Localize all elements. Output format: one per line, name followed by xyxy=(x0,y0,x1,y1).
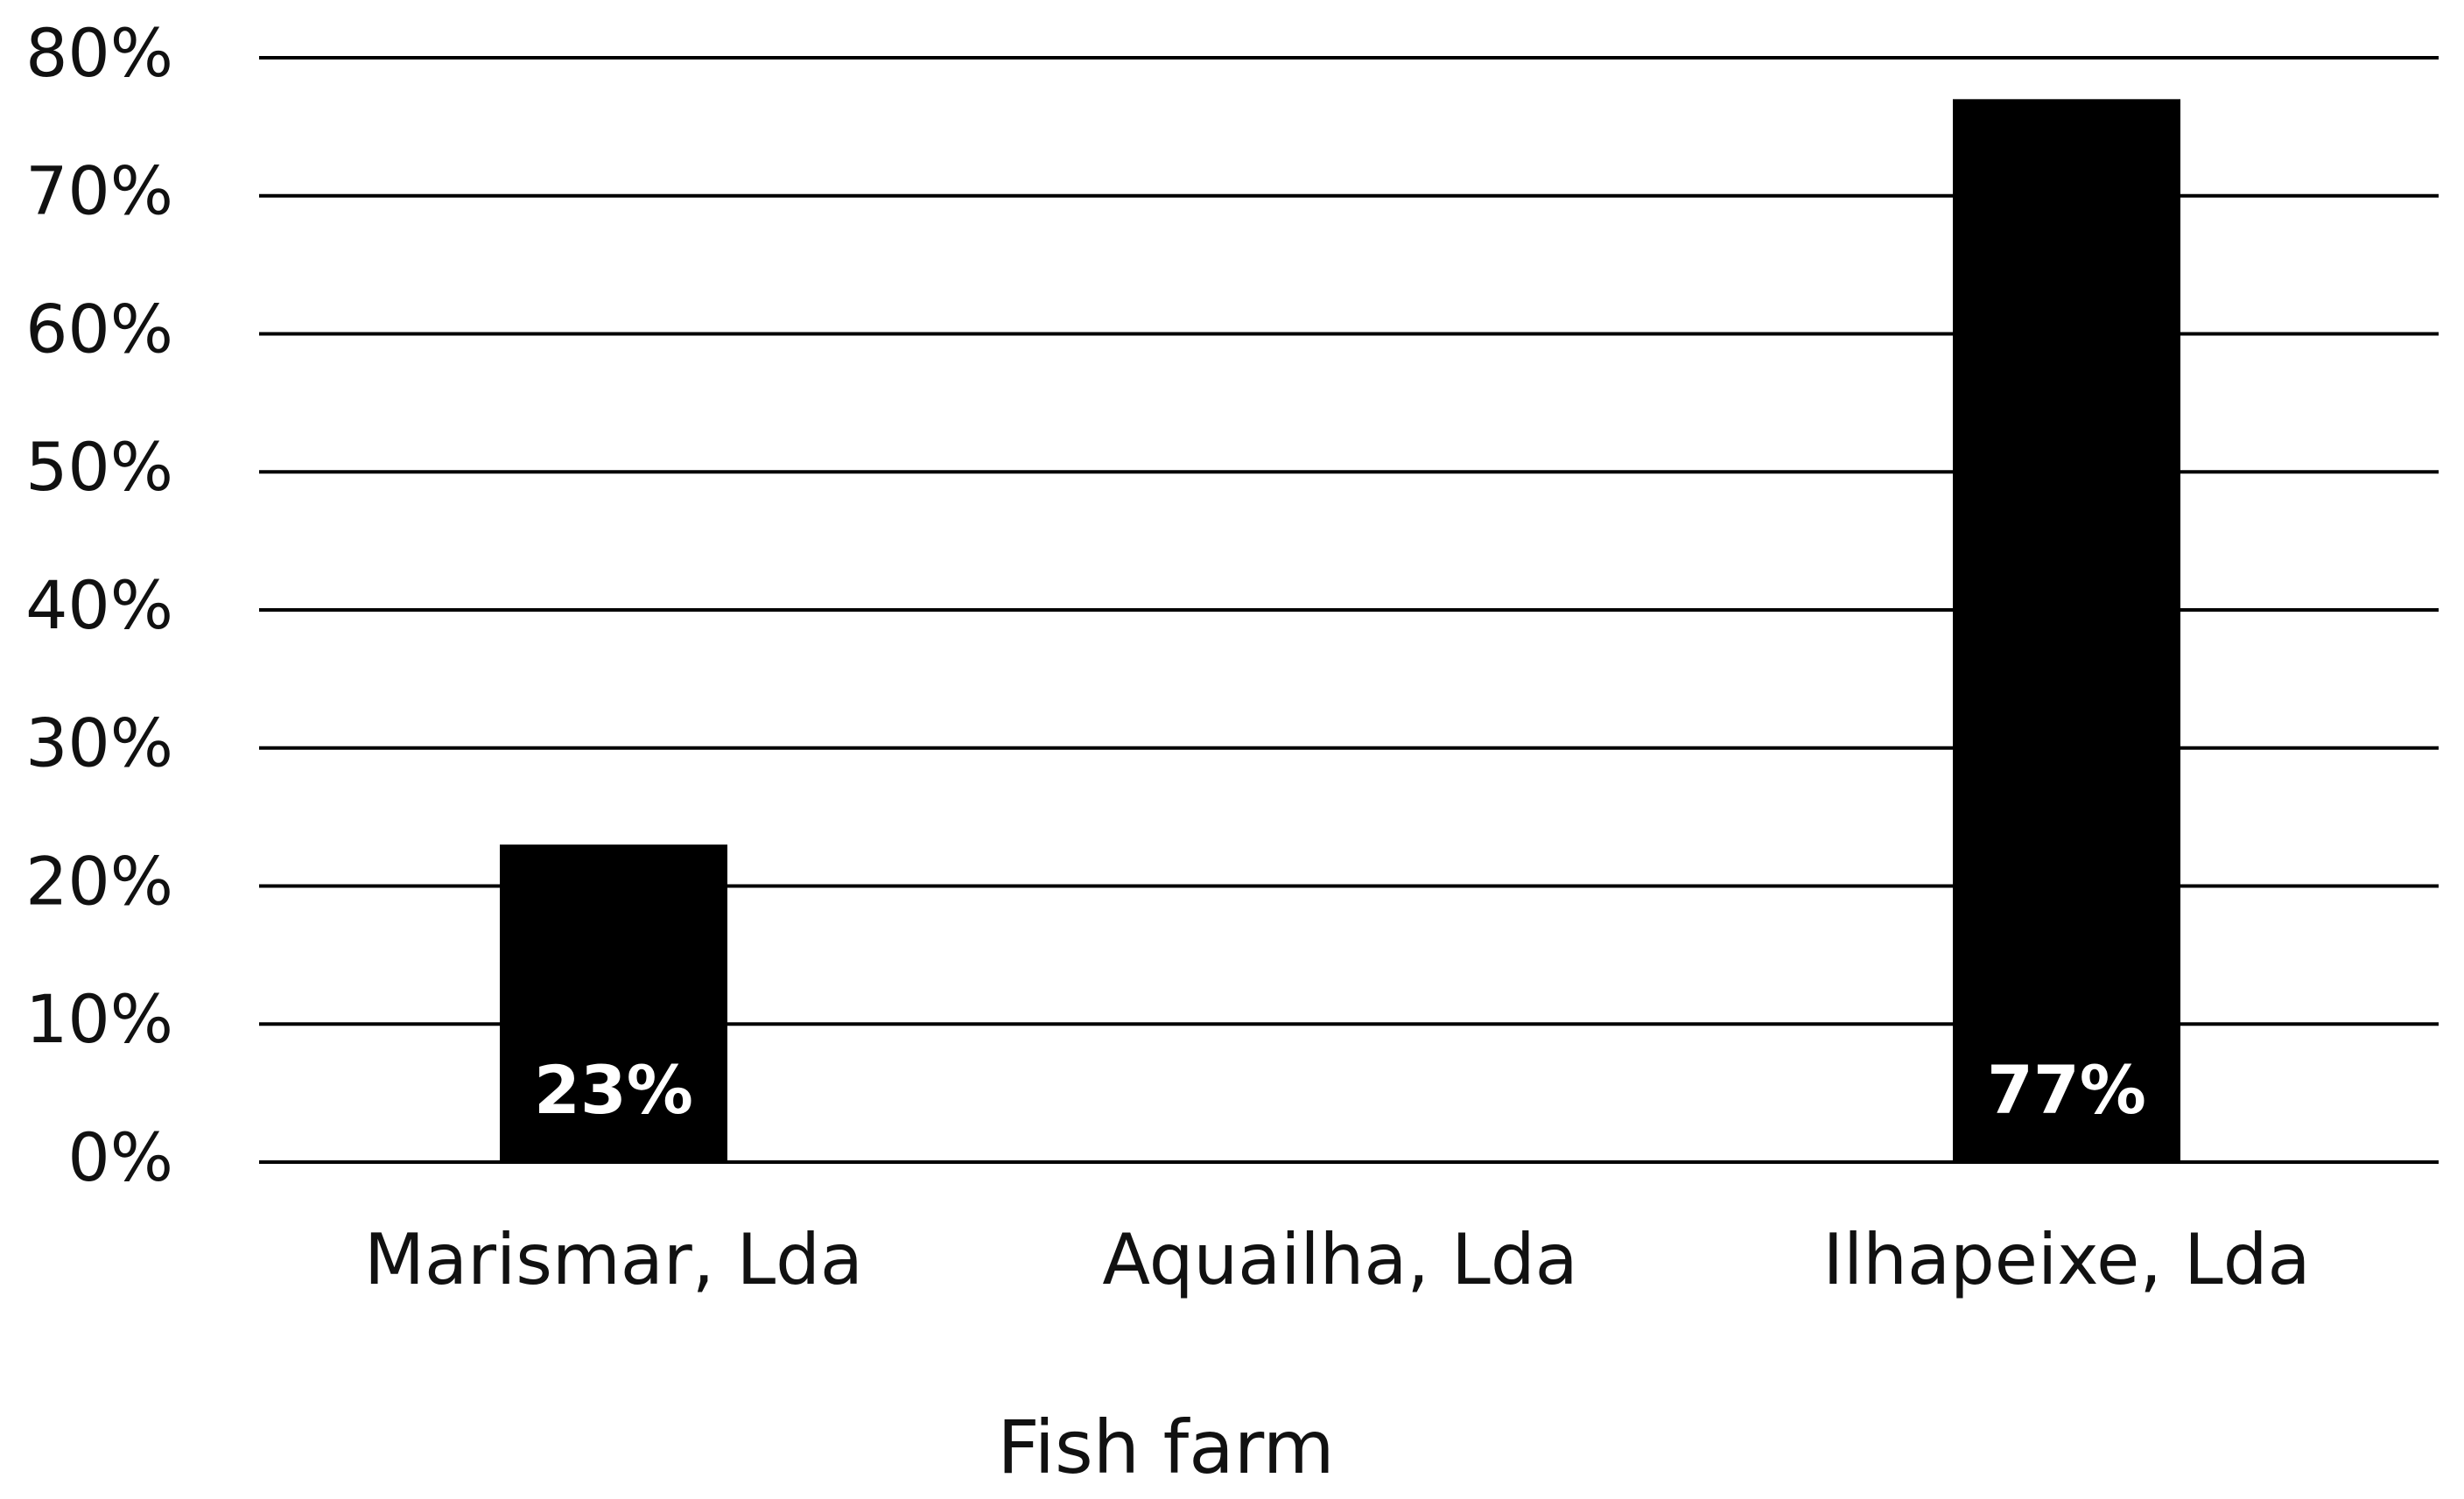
y-tick-label: 30% xyxy=(25,704,173,782)
x-tick-label: Ilhapeixe, Lda xyxy=(1822,1219,2310,1300)
data-label: 23% xyxy=(534,1051,693,1129)
y-tick-label: 40% xyxy=(25,566,173,644)
bar xyxy=(500,844,727,1162)
y-tick-label: 70% xyxy=(25,152,173,230)
y-tick-label: 20% xyxy=(25,842,173,920)
x-tick-label: Aquailha, Lda xyxy=(1102,1219,1577,1300)
y-tick-label: 50% xyxy=(25,428,173,506)
x-axis-title: Fish farm xyxy=(997,1404,1334,1490)
data-label: 77% xyxy=(1987,1051,2146,1129)
y-tick-label: 80% xyxy=(25,14,173,92)
y-tick-label: 0% xyxy=(67,1118,173,1196)
y-tick-label: 60% xyxy=(25,290,173,368)
x-tick-label: Marismar, Lda xyxy=(364,1219,863,1300)
y-tick-label: 10% xyxy=(25,980,173,1058)
bar xyxy=(1953,99,2180,1163)
